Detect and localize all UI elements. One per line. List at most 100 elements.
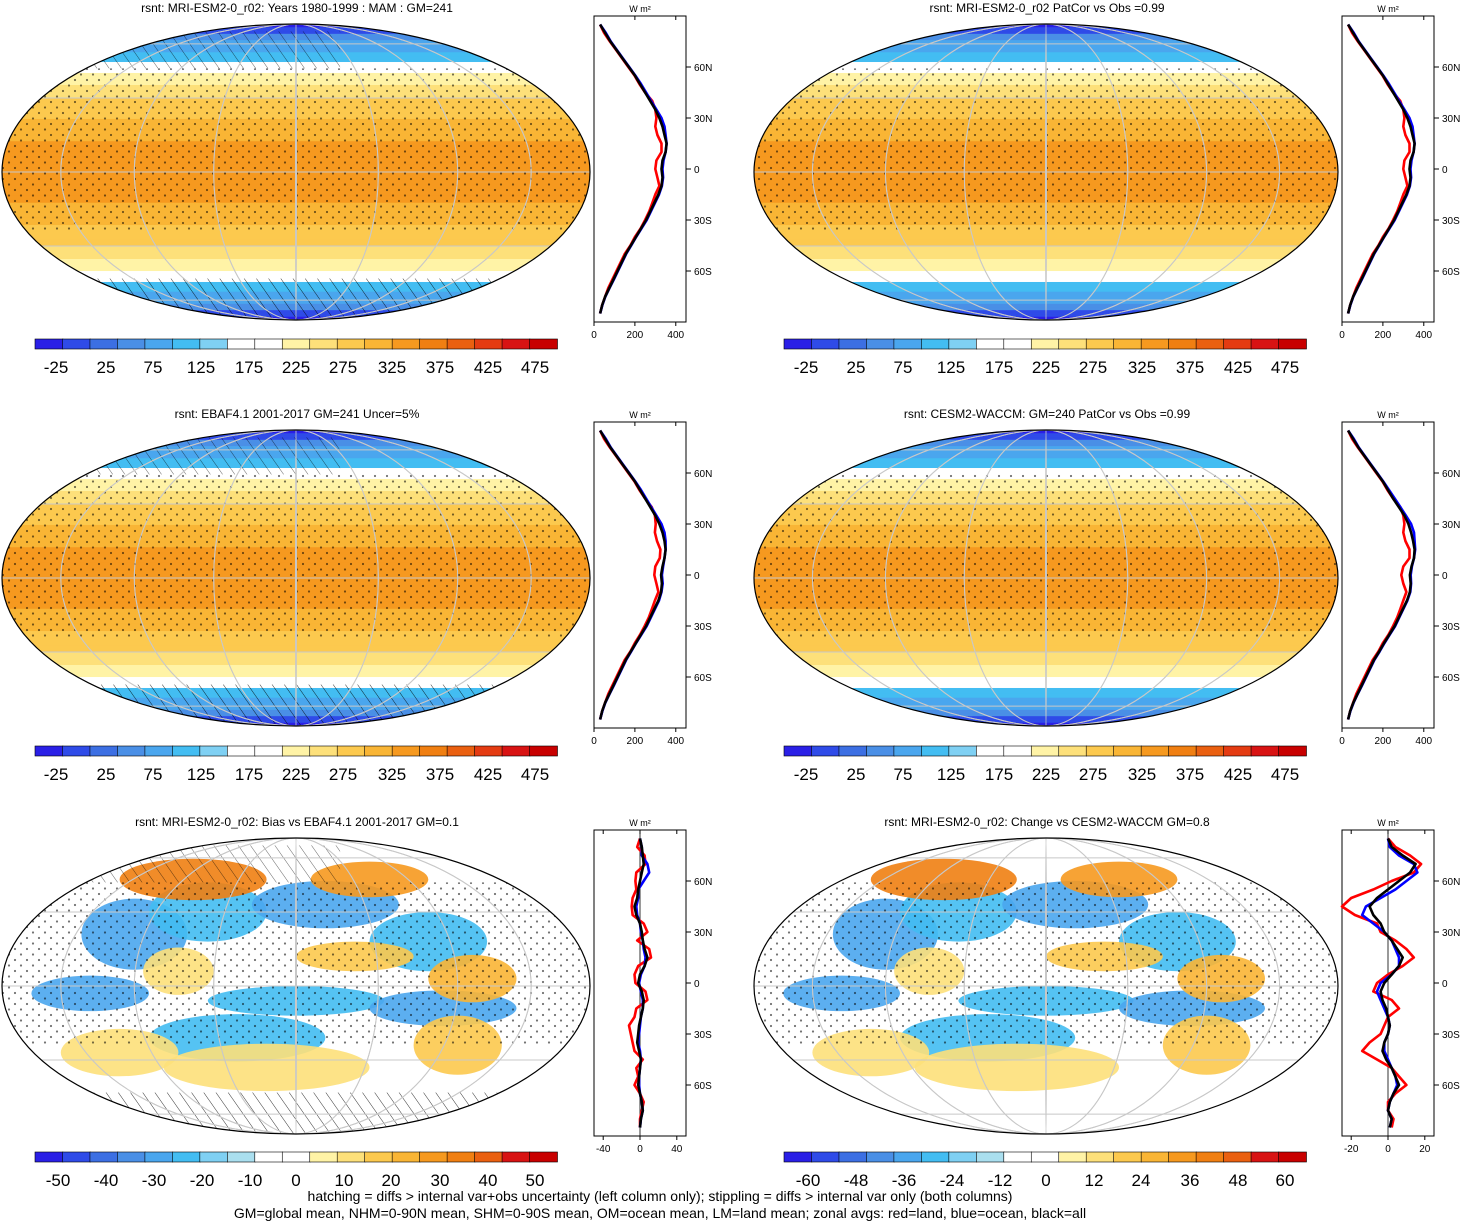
cb6-label-9: 48	[1229, 1171, 1248, 1190]
colorbar-swatch	[281, 1151, 311, 1163]
colorbar-swatch	[893, 1151, 923, 1163]
cb5-label-10: 50	[526, 1171, 545, 1190]
cb3-label-6: 275	[329, 765, 357, 784]
colorbar-swatch	[227, 745, 256, 757]
cb2-label-10: 475	[1271, 358, 1299, 377]
colorbar-swatch	[976, 745, 1005, 757]
cb3-label-10: 475	[521, 765, 549, 784]
colorbar-swatch	[117, 745, 146, 757]
colorbar-swatch	[921, 338, 950, 350]
cb1-label-1: 25	[97, 358, 116, 377]
colorbar-swatch	[144, 745, 174, 757]
cb2-label-0: -25	[794, 358, 819, 377]
zonal-ytick-label: 30S	[1442, 1030, 1460, 1041]
colorbar-swatch	[1113, 338, 1142, 350]
colorbar-swatch	[948, 1151, 978, 1163]
cb1-label-10: 475	[521, 358, 549, 377]
colorbar-swatch	[62, 745, 91, 757]
cb1-label-7: 325	[378, 358, 406, 377]
cb2-label-4: 175	[985, 358, 1013, 377]
cb3-label-7: 325	[378, 765, 406, 784]
colorbar-swatch	[391, 745, 421, 757]
colorbar-swatch	[34, 1151, 64, 1163]
panel-1: rsnt: MRI-ESM2-0_r02: Years 1980-1999 : …	[1, 1, 712, 377]
panel-3-title: rsnt: EBAF4.1 2001-2017 GM=241 Uncer=5%	[175, 407, 420, 421]
cb2-label-9: 425	[1224, 358, 1252, 377]
zonal-ytick-label: 30N	[1442, 114, 1460, 125]
cb3-label-1: 25	[97, 765, 116, 784]
colorbar-swatch	[1168, 338, 1197, 350]
colorbar-swatch	[419, 1151, 448, 1163]
zonal-ytick-label: 30S	[694, 622, 712, 633]
zonal-ocean-line	[598, 429, 667, 720]
colorbar-swatch	[921, 745, 950, 757]
colorbar-swatch	[1058, 1151, 1088, 1163]
footer-line-1: hatching = diffs > internal var+obs unce…	[308, 1188, 1013, 1204]
cb5-label-9: 40	[479, 1171, 498, 1190]
colorbar-swatch	[838, 745, 868, 757]
colorbar-swatch	[1195, 1151, 1225, 1163]
colorbar-swatch	[364, 338, 393, 350]
colorbar-swatch	[976, 1151, 1005, 1163]
zonal-ytick-label: 60S	[1442, 1081, 1460, 1092]
colorbar-swatch	[364, 745, 393, 757]
zonal-xtick-label: 200	[627, 736, 644, 747]
cb2-label-2: 75	[894, 358, 913, 377]
cb4-label-8: 375	[1176, 765, 1204, 784]
colorbar-swatch	[1003, 1151, 1033, 1163]
zonal-ytick-label: 60N	[694, 469, 712, 480]
zonal-xtick-label: 400	[1415, 330, 1432, 341]
cb3-label-5: 225	[282, 765, 310, 784]
colorbar-swatch	[227, 338, 256, 350]
colorbar-swatch	[62, 338, 91, 350]
colorbar-swatch	[1223, 745, 1252, 757]
colorbar-swatch	[1085, 1151, 1115, 1163]
footer-line-2: GM=global mean, NHM=0-90N mean, SHM=0-90…	[234, 1205, 1086, 1221]
map-border	[753, 23, 1339, 321]
colorbar-swatch	[199, 1151, 229, 1163]
colorbar-5	[34, 1151, 558, 1163]
colorbar-swatch	[89, 1151, 119, 1163]
zonal-ytick-label: 60N	[1442, 469, 1460, 480]
cb3-label-2: 75	[144, 765, 163, 784]
colorbar-swatch	[172, 338, 201, 350]
cb3-label-3: 125	[187, 765, 215, 784]
colorbar-swatch	[811, 338, 840, 350]
zonal-xtick-label: 0	[637, 1144, 643, 1155]
colorbar-swatch	[446, 745, 476, 757]
panel-4: rsnt: CESM2-WACCM: GM=240 PatCor vs Obs …	[753, 407, 1460, 784]
zonal-ytick-label: 0	[1442, 165, 1448, 176]
panel-6-title: rsnt: MRI-ESM2-0_r02: Change vs CESM2-WA…	[884, 815, 1210, 829]
colorbar-swatch	[34, 745, 64, 757]
colorbar-swatch	[117, 338, 146, 350]
cb4-label-2: 75	[894, 765, 913, 784]
cb4-label-1: 25	[847, 765, 866, 784]
colorbar-swatch	[501, 1151, 531, 1163]
cb1-label-4: 175	[235, 358, 263, 377]
zonal-xtick-label: 200	[627, 330, 644, 341]
cb5-label-3: -20	[190, 1171, 215, 1190]
zonal-unit: W m²	[1377, 4, 1399, 14]
zonal-1: 60N 30N 0 30S 60S 0 200 400 W m²	[591, 4, 712, 341]
colorbar-swatch	[199, 745, 229, 757]
colorbar-swatch	[1003, 745, 1033, 757]
panel-2: rsnt: MRI-ESM2-0_r02 PatCor vs Obs =0.99…	[753, 1, 1460, 377]
cb2-label-6: 275	[1079, 358, 1107, 377]
colorbar-swatch	[62, 1151, 91, 1163]
colorbar-swatch	[446, 338, 476, 350]
colorbar-swatch	[783, 338, 813, 350]
colorbar-swatch	[1168, 1151, 1197, 1163]
cb2-label-5: 225	[1032, 358, 1060, 377]
cb2-label-7: 325	[1128, 358, 1156, 377]
cb1-label-8: 375	[426, 358, 454, 377]
panel-2-title: rsnt: MRI-ESM2-0_r02 PatCor vs Obs =0.99	[929, 1, 1164, 15]
zonal-xtick-label: 200	[1375, 736, 1392, 747]
zonal-ytick-label: 30S	[694, 1030, 712, 1041]
colorbar-swatch	[1113, 1151, 1142, 1163]
panel-5-title: rsnt: MRI-ESM2-0_r02: Bias vs EBAF4.1 20…	[135, 815, 459, 829]
zonal-unit: W m²	[629, 818, 651, 828]
zonal-ytick-label: 30N	[1442, 928, 1460, 939]
cb6-label-2: -36	[892, 1171, 917, 1190]
colorbar-swatch	[921, 1151, 950, 1163]
colorbar-swatch	[1250, 1151, 1280, 1163]
